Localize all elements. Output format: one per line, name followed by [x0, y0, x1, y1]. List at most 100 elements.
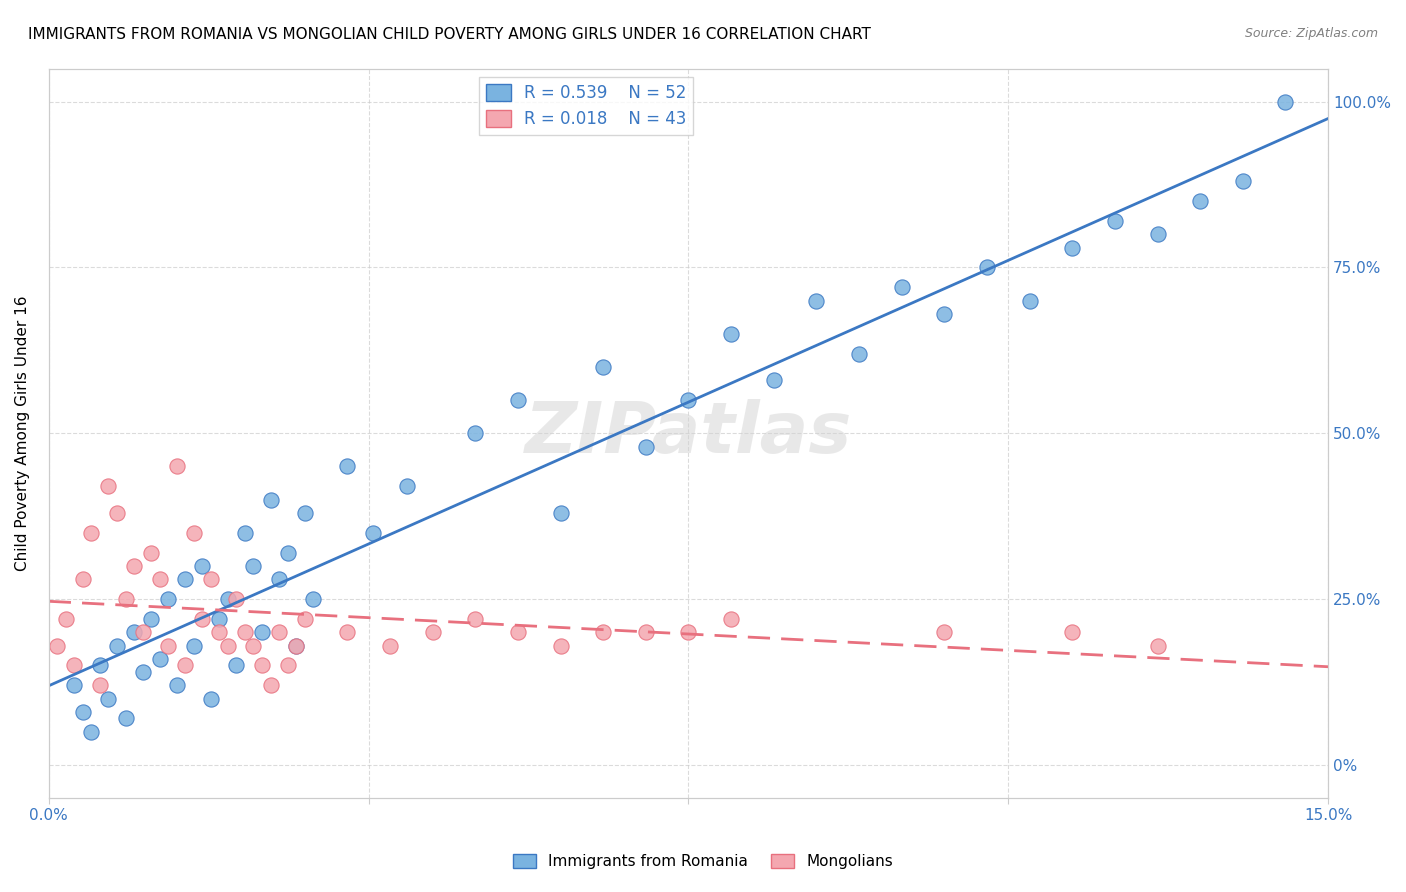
Point	[131, 665, 153, 679]
Point	[72, 705, 94, 719]
Point	[131, 625, 153, 640]
Point	[166, 678, 188, 692]
Point	[139, 546, 162, 560]
Point	[934, 625, 956, 640]
Point	[302, 592, 325, 607]
Point	[277, 658, 299, 673]
Point	[174, 572, 197, 586]
Point	[395, 479, 418, 493]
Point	[105, 639, 128, 653]
Point	[1146, 639, 1168, 653]
Point	[294, 506, 316, 520]
Text: Source: ZipAtlas.com: Source: ZipAtlas.com	[1244, 27, 1378, 40]
Point	[285, 639, 308, 653]
Point	[976, 260, 998, 275]
Point	[80, 724, 103, 739]
Point	[267, 572, 290, 586]
Point	[72, 572, 94, 586]
Point	[55, 612, 77, 626]
Point	[200, 691, 222, 706]
Legend: R = 0.539    N = 52, R = 0.018    N = 43: R = 0.539 N = 52, R = 0.018 N = 43	[479, 77, 693, 135]
Point	[200, 572, 222, 586]
Point	[149, 652, 172, 666]
Point	[678, 625, 700, 640]
Point	[1232, 174, 1254, 188]
Point	[233, 625, 256, 640]
Point	[63, 658, 86, 673]
Point	[183, 525, 205, 540]
Point	[506, 393, 529, 408]
Point	[464, 426, 486, 441]
Point	[233, 525, 256, 540]
Point	[285, 639, 308, 653]
Point	[464, 612, 486, 626]
Point	[1146, 227, 1168, 242]
Point	[105, 506, 128, 520]
Point	[1062, 241, 1084, 255]
Point	[174, 658, 197, 673]
Point	[149, 572, 172, 586]
Point	[1274, 95, 1296, 109]
Point	[934, 307, 956, 321]
Point	[191, 612, 214, 626]
Point	[1189, 194, 1212, 209]
Point	[720, 326, 742, 341]
Point	[848, 347, 870, 361]
Point	[46, 639, 69, 653]
Point	[114, 592, 136, 607]
Point	[242, 639, 264, 653]
Point	[267, 625, 290, 640]
Point	[225, 658, 247, 673]
Point	[97, 691, 120, 706]
Point	[1062, 625, 1084, 640]
Point	[157, 592, 180, 607]
Point	[114, 711, 136, 725]
Point	[336, 459, 359, 474]
Legend: Immigrants from Romania, Mongolians: Immigrants from Romania, Mongolians	[508, 848, 898, 875]
Point	[89, 658, 111, 673]
Point	[550, 639, 572, 653]
Point	[122, 625, 145, 640]
Point	[1104, 214, 1126, 228]
Point	[378, 639, 401, 653]
Point	[806, 293, 828, 308]
Point	[592, 359, 614, 374]
Point	[250, 625, 273, 640]
Point	[422, 625, 444, 640]
Point	[157, 639, 180, 653]
Point	[217, 639, 239, 653]
Point	[336, 625, 359, 640]
Point	[1018, 293, 1040, 308]
Point	[550, 506, 572, 520]
Text: ZIPatlas: ZIPatlas	[524, 399, 852, 467]
Point	[166, 459, 188, 474]
Point	[63, 678, 86, 692]
Point	[720, 612, 742, 626]
Point	[122, 558, 145, 573]
Point	[139, 612, 162, 626]
Point	[217, 592, 239, 607]
Point	[762, 373, 785, 387]
Point	[97, 479, 120, 493]
Point	[361, 525, 384, 540]
Point	[183, 639, 205, 653]
Point	[506, 625, 529, 640]
Point	[890, 280, 912, 294]
Point	[208, 625, 231, 640]
Point	[592, 625, 614, 640]
Point	[277, 546, 299, 560]
Point	[259, 492, 281, 507]
Point	[250, 658, 273, 673]
Point	[191, 558, 214, 573]
Point	[634, 625, 657, 640]
Point	[242, 558, 264, 573]
Point	[89, 678, 111, 692]
Text: IMMIGRANTS FROM ROMANIA VS MONGOLIAN CHILD POVERTY AMONG GIRLS UNDER 16 CORRELAT: IMMIGRANTS FROM ROMANIA VS MONGOLIAN CHI…	[28, 27, 870, 42]
Point	[208, 612, 231, 626]
Y-axis label: Child Poverty Among Girls Under 16: Child Poverty Among Girls Under 16	[15, 295, 30, 571]
Point	[294, 612, 316, 626]
Point	[634, 440, 657, 454]
Point	[259, 678, 281, 692]
Point	[225, 592, 247, 607]
Point	[80, 525, 103, 540]
